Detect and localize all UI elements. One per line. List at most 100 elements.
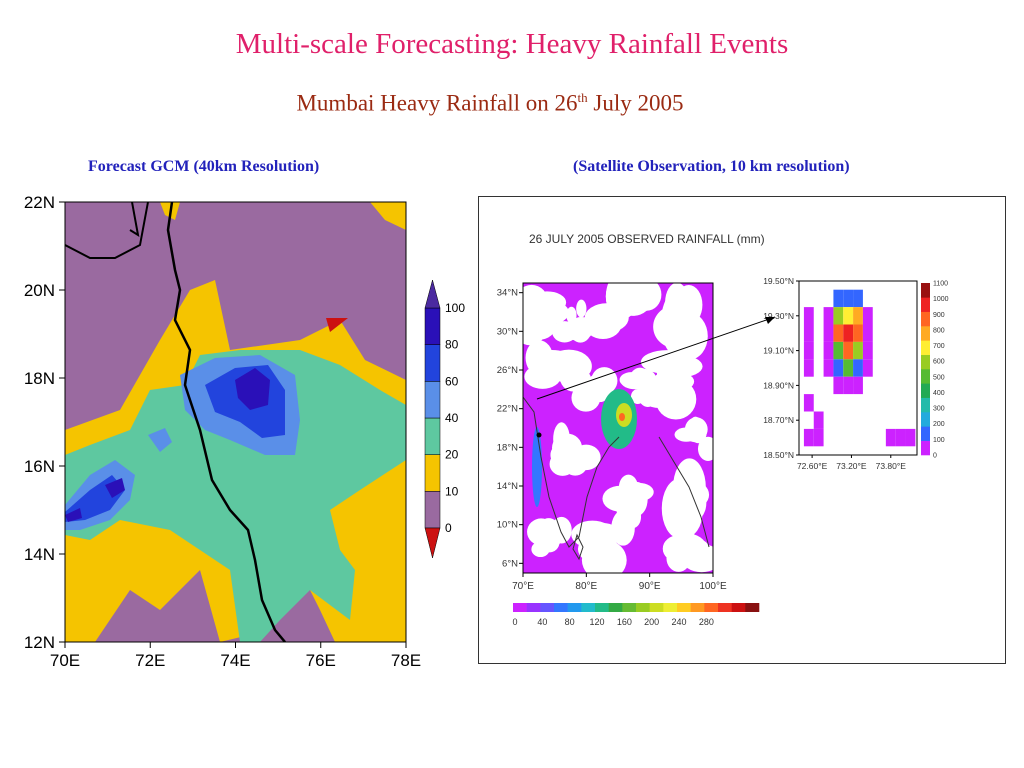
zoom-colorbar-label-800: 800: [933, 327, 945, 334]
obs-x-tick-90-e: 90°E: [639, 581, 661, 592]
zoom-map-frame: [798, 280, 918, 456]
obs-colorbar-label-0: 0: [512, 617, 517, 627]
zoom-cell-21: [843, 341, 854, 360]
zoom-x-tick-72-60-e: 72.60°E: [797, 461, 828, 471]
obs-clear-patch-10-4: [571, 520, 614, 549]
zoom-cell-19: [843, 307, 854, 325]
gcm-coastline: [166, 202, 286, 642]
zoom-cell-1: [803, 324, 814, 342]
zoom-colorbar: 0 100 200 300 400 500 600 700 800 900 1000 1100: [921, 281, 949, 460]
obs-srilanka: [572, 533, 584, 561]
obs-colorbar-swatch-11: [663, 603, 678, 612]
zoom-colorbar-swatch-9: [921, 311, 930, 327]
zoom-cell-6: [813, 411, 824, 429]
subtitle-text: Mumbai Heavy Rainfall on 26: [296, 90, 578, 116]
zoom-colorbar-swatch-11: [921, 283, 930, 298]
zoom-colorbar-label-200: 200: [933, 421, 945, 428]
obs-clear-patch-9-3: [531, 541, 550, 558]
obs-x-tick-100-e: 100°E: [699, 581, 727, 592]
obs-clear-patch-14-4: [573, 317, 592, 333]
zoom-colorbar-label-400: 400: [933, 390, 945, 397]
obs-axes: 70°E 80°E 90°E 100°E 6°N 10°N 14°N 18°N 22°N 26°N…: [497, 288, 727, 592]
obs-colorbar-label-200: 200: [644, 617, 659, 627]
gcm-legend-swatch-4: [424, 344, 441, 382]
gcm-legend-swatch-0: [424, 491, 441, 529]
zoom-colorbar-swatch-1: [921, 426, 930, 441]
zoom-y-tick-19-30-n: 19.30°N: [763, 311, 794, 321]
obs-colorbar-swatch-14: [704, 603, 719, 612]
gcm-contour-40-s: [148, 428, 172, 452]
gcm-border: [65, 202, 149, 259]
zoom-cell-33: [862, 359, 873, 377]
obs-clear-patch-12-4: [630, 389, 645, 405]
zoom-cell-11: [823, 359, 834, 377]
subtitle-superscript: th: [577, 90, 588, 105]
obs-clear-patch-13-4: [674, 427, 698, 442]
gcm-y-tick-16n: 16N: [24, 457, 55, 476]
obs-y-tick-30-n: 30°N: [497, 326, 518, 337]
gcm-y-tick-22n: 22N: [24, 193, 55, 212]
gcm-x-tick-76e: 76E: [306, 651, 336, 670]
zoom-pointer-arrowhead: [765, 317, 775, 324]
gcm-legend-bottom-cap: [424, 527, 441, 559]
zoom-cell-16: [833, 359, 844, 377]
zoom-x-tick-73-80-e: 73.80°E: [876, 461, 907, 471]
zoom-colorbar-label-600: 600: [933, 359, 945, 366]
observation-panel: 26 JULY 2005 OBSERVED RAINFALL (mm) 70°E…: [478, 196, 1006, 664]
forecast-gcm-map: 70E 72E 74E 76E 78E 12N 14N 16N 18N 20N 22N 0 10 20 4…: [24, 193, 466, 670]
zoom-colorbar-swatch-4: [921, 383, 930, 398]
gcm-legend-label-20: 20: [445, 448, 459, 462]
obs-clear-patch-4-5: [591, 367, 618, 395]
observed-rainfall-title: 26 JULY 2005 OBSERVED RAINFALL (mm): [529, 232, 765, 246]
mumbai-marker: [536, 432, 542, 438]
zoom-y-tick-18-70-n: 18.70°N: [763, 415, 794, 425]
obs-colorbar-swatch-3: [554, 603, 568, 612]
subtitle-end: July 2005: [587, 90, 684, 116]
obs-colorbar-swatch-5: [581, 603, 596, 612]
zoom-colorbar-swatch-2: [921, 412, 930, 427]
obs-clear-patch-14-2: [576, 299, 587, 318]
zoom-y-tick-19-50-n: 19.50°N: [763, 276, 794, 286]
zoom-colorbar-swatch-10: [921, 297, 930, 312]
obs-clear-patch-14-5: [566, 306, 577, 324]
zoom-colorbar-swatch-3: [921, 397, 930, 413]
obs-colorbar-label-120: 120: [589, 617, 604, 627]
zoom-colorbar-label-900: 900: [933, 312, 945, 319]
gcm-legend-swatch-2: [424, 417, 441, 455]
zoom-cell-30: [862, 307, 873, 325]
obs-colorbar-swatch-13: [690, 603, 705, 612]
zoom-y-tick-19-10-n: 19.10°N: [763, 346, 794, 356]
gcm-legend-label-60: 60: [445, 374, 459, 388]
zoom-cell-18: [843, 289, 854, 308]
zoom-colorbar-label-0: 0: [933, 453, 937, 460]
zoom-y-tick-18-90-n: 18.90°N: [763, 380, 794, 390]
gcm-contour-80-w: [105, 478, 125, 498]
obs-colorbar-swatch-4: [567, 603, 582, 612]
zoom-colorbar-swatch-5: [921, 369, 930, 384]
zoom-colorbar-swatch-7: [921, 340, 930, 355]
zoom-cell-13: [833, 307, 844, 325]
obs-clear-patch-4-3: [571, 383, 601, 412]
zoom-cell-24: [853, 289, 863, 308]
obs-y-tick-22-n: 22°N: [497, 404, 518, 415]
page-subtitle: Mumbai Heavy Rainfall on 26th July 2005: [0, 90, 980, 117]
obs-colorbar-swatch-12: [677, 603, 691, 612]
page-title: Multi-scale Forecasting: Heavy Rainfall …: [235, 28, 789, 60]
zoom-cell-7: [813, 428, 824, 447]
gcm-legend-swatch-5: [424, 307, 441, 345]
zoom-cell-26: [853, 324, 863, 342]
obs-coastline: [523, 396, 710, 548]
obs-clear-patch-1-5: [605, 283, 640, 319]
zoom-y-tick-18-50-n: 18.50°N: [763, 450, 794, 460]
observation-label: (Satellite Observation, 10 km resolution…: [573, 158, 850, 175]
mumbai-zoom-map: [803, 289, 916, 447]
zoom-cell-4: [803, 394, 814, 412]
obs-clear-patch-7-5: [672, 482, 707, 524]
gcm-legend-label-100: 100: [445, 301, 465, 315]
zoom-cell-5: [803, 428, 814, 447]
obs-colorbar-label-40: 40: [537, 617, 547, 627]
gcm-legend-label-80: 80: [445, 338, 459, 352]
gcm-contour-80: [235, 368, 270, 410]
obs-clear-patch-3-5: [524, 364, 561, 389]
zoom-colorbar-swatch-0: [921, 440, 930, 456]
